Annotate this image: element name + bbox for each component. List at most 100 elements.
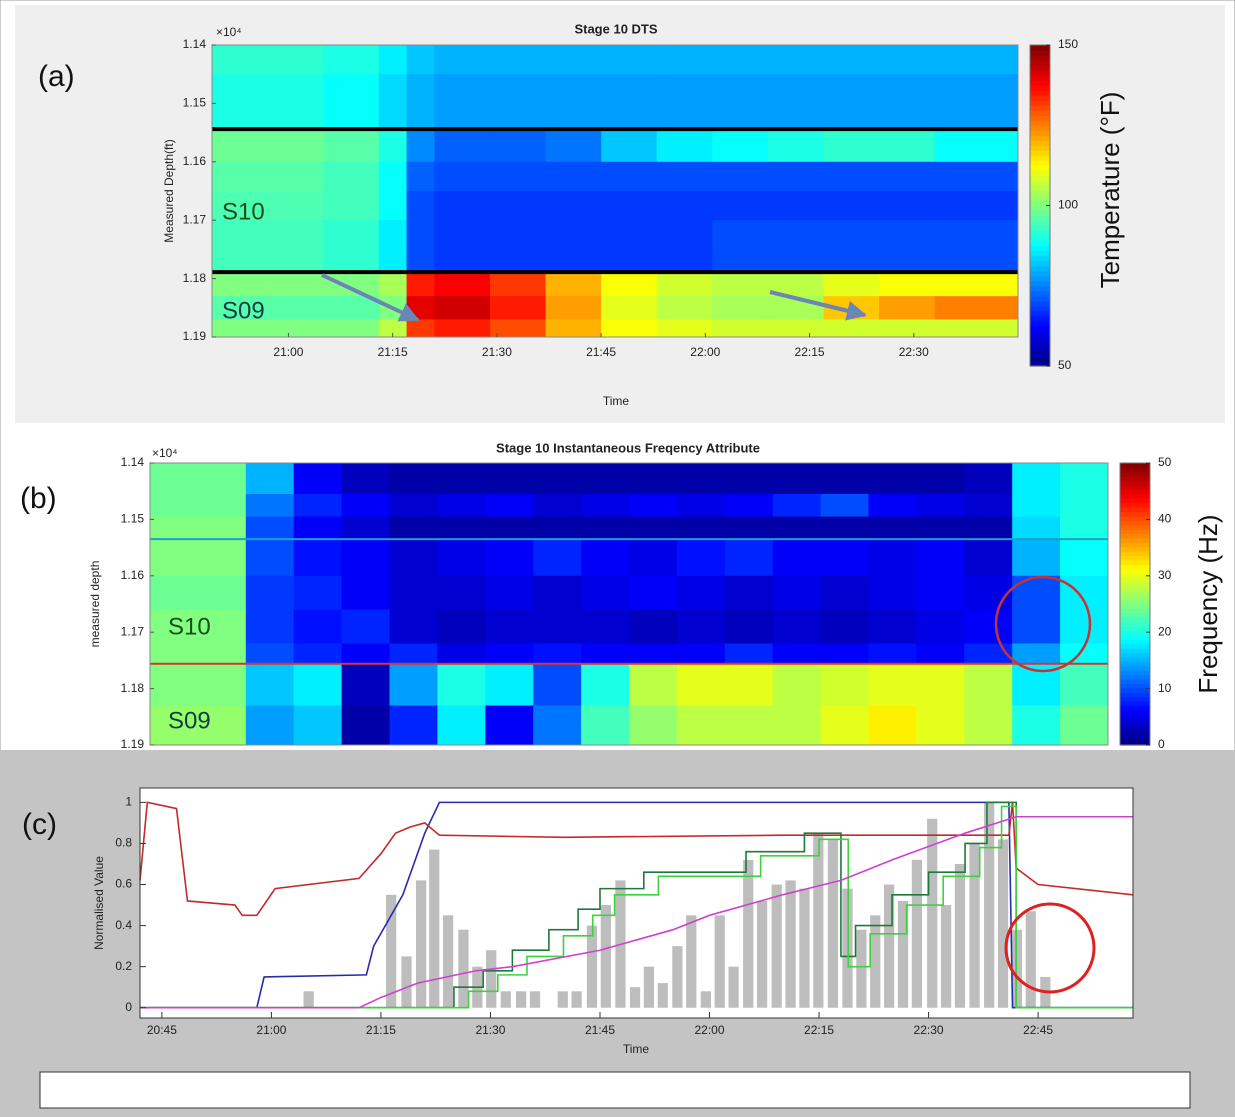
bar xyxy=(571,991,582,1008)
plot-frame xyxy=(139,787,1134,1019)
x-tick-label: 21:45 xyxy=(585,1023,615,1037)
heatmap-cell xyxy=(197,705,247,746)
heatmap-cell xyxy=(724,494,774,518)
heatmap-cell xyxy=(656,191,713,221)
y-tick-label: 0 xyxy=(125,1000,132,1014)
heatmap-cell xyxy=(245,494,295,518)
heatmap-cell xyxy=(656,45,713,75)
heatmap-cell xyxy=(434,296,491,320)
x-tick-label: 21:30 xyxy=(482,345,512,359)
heatmap-cell xyxy=(676,705,726,746)
stage-label: S10 xyxy=(222,198,265,225)
heatmap-cell xyxy=(434,45,491,75)
colorbar-segment xyxy=(1030,125,1050,131)
heatmap-cell xyxy=(916,609,965,644)
y-tick-label: 1.14 xyxy=(183,37,207,51)
colorbar-segment xyxy=(1120,493,1150,499)
heatmap-cell xyxy=(916,516,965,540)
colorbar-segment xyxy=(1120,665,1150,671)
heatmap-cell xyxy=(378,319,408,338)
heatmap-cell xyxy=(437,705,486,746)
heatmap-cell xyxy=(1060,705,1109,746)
series-line xyxy=(140,815,1133,1009)
heatmap-cell xyxy=(437,463,486,495)
colorbar-segment xyxy=(1120,489,1150,495)
heatmap-cell xyxy=(267,296,324,320)
heatmap-cell xyxy=(150,705,199,746)
colorbar-segment xyxy=(1030,215,1050,222)
bar xyxy=(771,884,782,1008)
colorbar-segment xyxy=(1030,330,1050,337)
heatmap-cell xyxy=(676,663,726,707)
y-tick-label: 1.18 xyxy=(121,681,145,695)
heatmap-cell xyxy=(934,191,1019,221)
colorbar-segment xyxy=(1030,275,1050,282)
heatmap-cell xyxy=(437,609,486,644)
heatmap-cell xyxy=(676,516,726,540)
colorbar-segment xyxy=(1120,604,1150,610)
colorbar-segment xyxy=(1120,537,1150,543)
colorbar-segment xyxy=(1030,155,1050,161)
heatmap-cell xyxy=(197,575,247,611)
heatmap-cell xyxy=(267,220,324,273)
heatmap-cell xyxy=(150,539,199,577)
series-line xyxy=(140,805,1133,1009)
colorbar-segment xyxy=(1030,45,1050,51)
colorbar-segment xyxy=(1030,340,1050,347)
colorbar-segment xyxy=(1120,639,1150,645)
colorbar-segment xyxy=(1030,130,1050,136)
heatmap-cell xyxy=(934,272,1019,297)
heatmap-cell xyxy=(323,74,380,130)
colorbar-segment xyxy=(1120,612,1150,618)
bar xyxy=(984,802,995,1008)
x-axis-label: Time xyxy=(623,1042,650,1056)
heatmap-cell xyxy=(629,575,678,611)
colorbar-segment xyxy=(1120,700,1150,706)
colorbar-segment xyxy=(1030,315,1050,322)
colorbar-segment xyxy=(1120,656,1150,662)
bar xyxy=(927,818,938,1008)
heatmap-cell xyxy=(1060,575,1109,611)
colorbar-segment xyxy=(1030,135,1050,141)
colorbar-segment xyxy=(1120,555,1150,561)
heatmap-cell xyxy=(245,539,295,577)
colorbar-segment xyxy=(1120,515,1150,521)
heatmap-cell xyxy=(767,74,824,130)
heatmap-cell xyxy=(545,74,602,130)
bar xyxy=(486,950,497,1008)
heatmap-cell xyxy=(341,575,390,611)
colorbar-segment xyxy=(1120,520,1150,526)
y-tick-label: 0.4 xyxy=(115,918,132,932)
heatmap-cell xyxy=(389,609,438,644)
heatmap-cell xyxy=(1060,539,1109,577)
heatmap-cell xyxy=(434,191,491,221)
heatmap-cell xyxy=(489,191,547,221)
colorbar-segment xyxy=(1120,586,1150,592)
heatmap-cell xyxy=(656,129,713,163)
heatmap-cell xyxy=(772,463,822,495)
heatmap-cell xyxy=(341,516,390,540)
heatmap-cell xyxy=(545,45,602,75)
heatmap-cell xyxy=(601,191,658,221)
colorbar-segment xyxy=(1120,714,1150,720)
heatmap-cell xyxy=(545,161,602,192)
legend-box xyxy=(39,1071,1191,1109)
heatmap-cell xyxy=(629,663,678,707)
bar xyxy=(714,915,725,1008)
heatmap-cell xyxy=(293,643,343,665)
x-tick-label: 21:30 xyxy=(475,1023,505,1037)
heatmap-cell xyxy=(656,74,713,130)
bar xyxy=(657,983,668,1008)
colorbar-segment xyxy=(1030,80,1050,86)
heatmap-cell xyxy=(434,220,491,273)
heatmap-cell xyxy=(712,161,769,192)
colorbar-segment xyxy=(1120,687,1150,693)
heatmap-cell xyxy=(406,129,435,163)
panel-label: (a) xyxy=(38,60,75,93)
heatmap-cell xyxy=(489,272,547,297)
heatmap-cell xyxy=(767,220,824,273)
colorbar-segment xyxy=(1120,692,1150,698)
heatmap-cell xyxy=(1060,643,1109,665)
colorbar-segment xyxy=(1120,648,1150,654)
panel-label: (b) xyxy=(20,482,57,515)
